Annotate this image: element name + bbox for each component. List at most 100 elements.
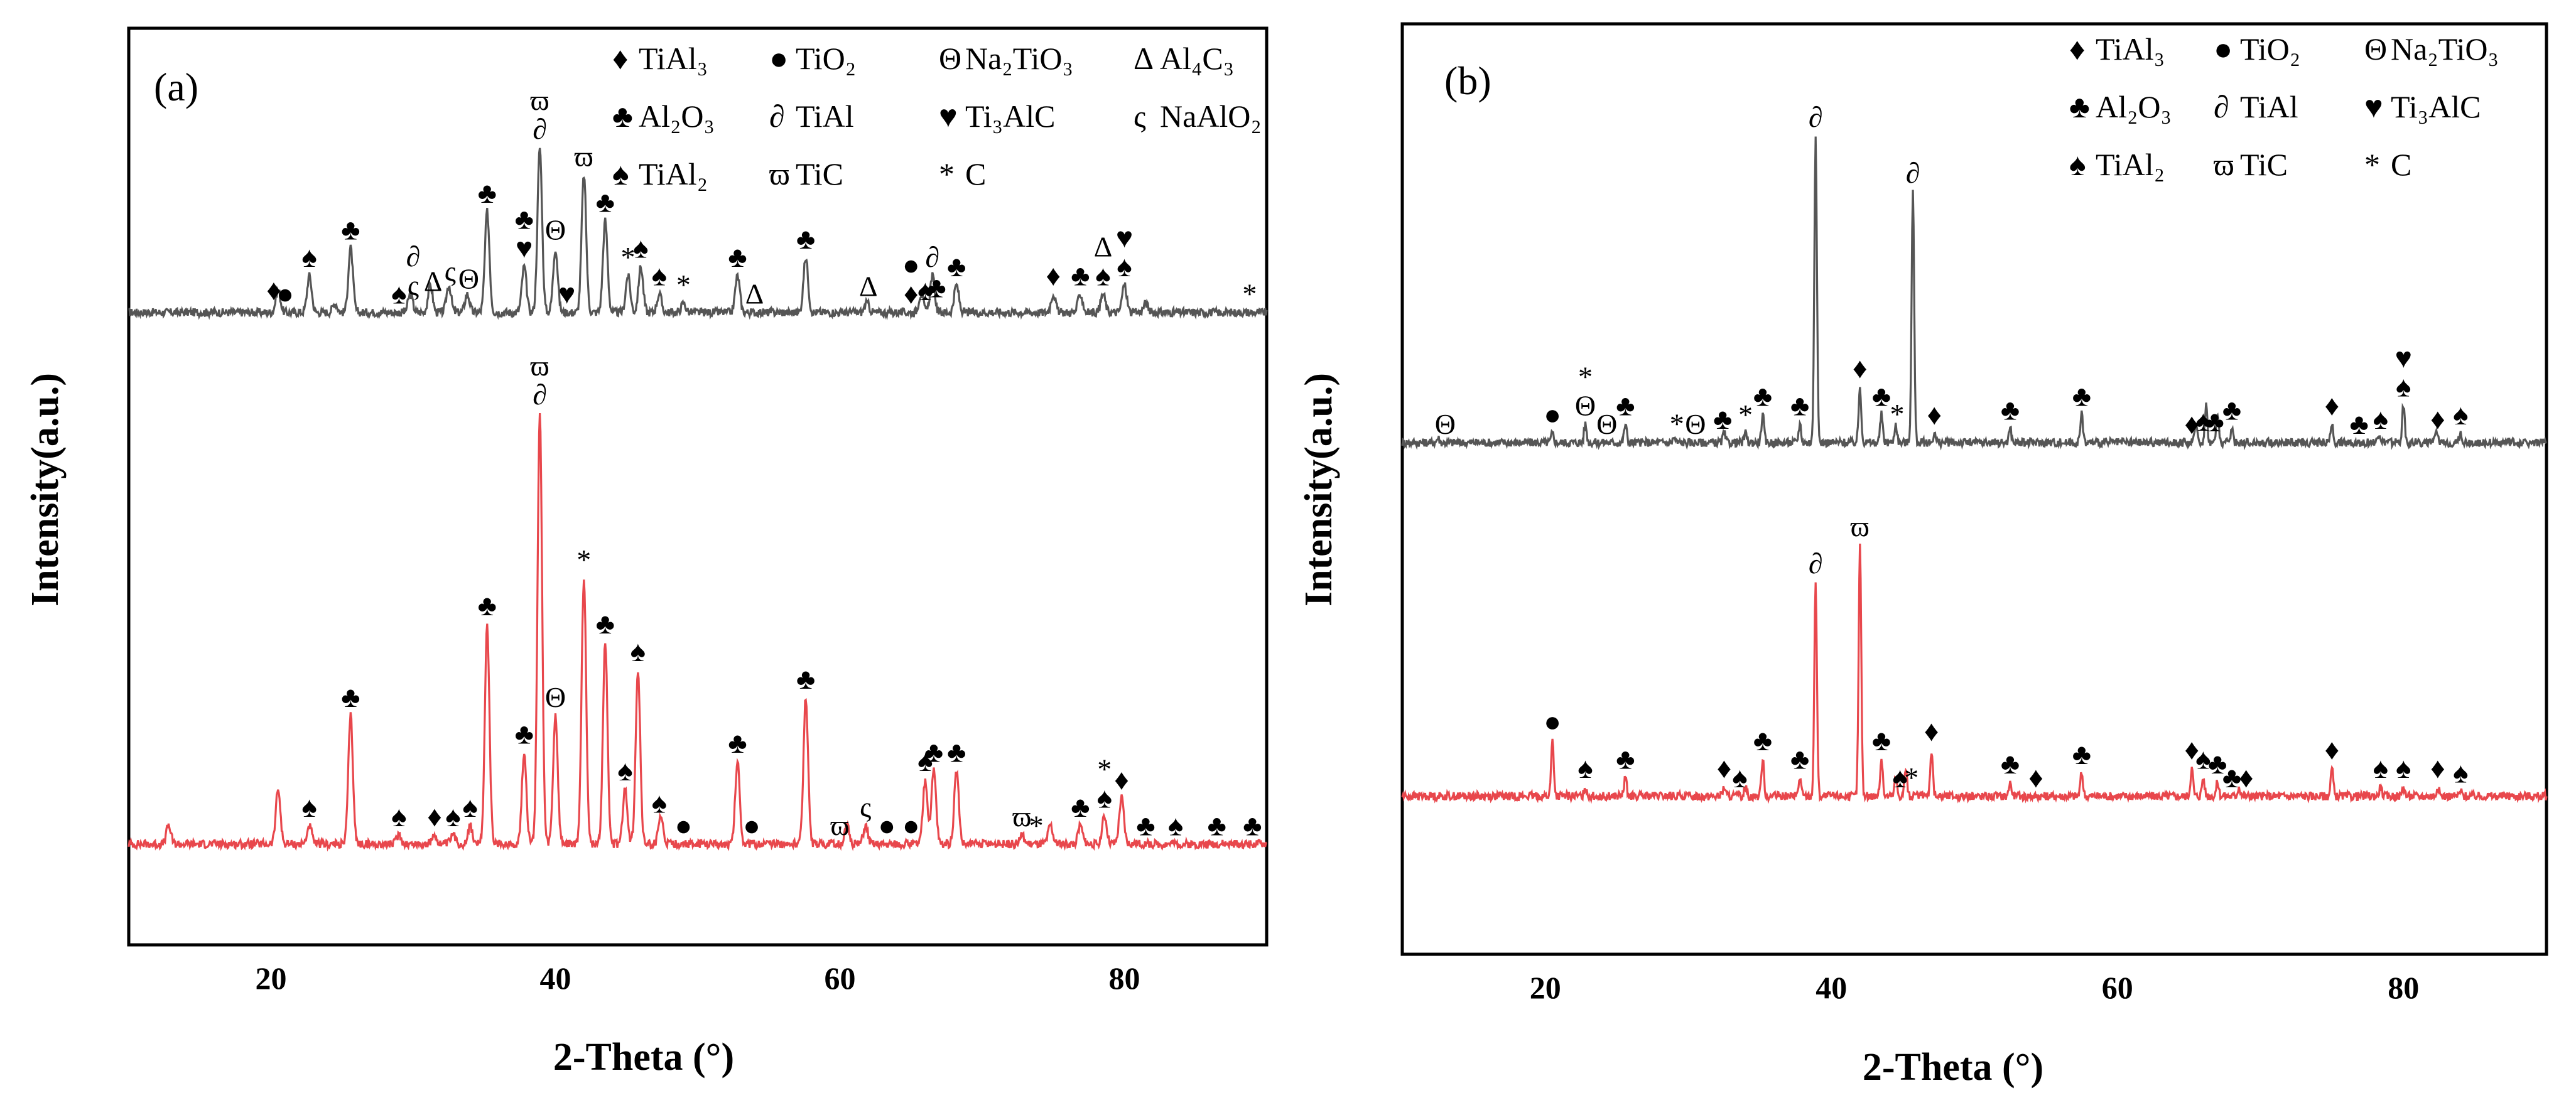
peak-marker: Θ [545,213,566,245]
legend-label: Al₂O₃ [2096,89,2172,124]
x-ticks-a: 20 40 60 80 [256,961,1140,996]
legend-symbol: * [2364,147,2380,182]
series-line-top [1401,136,2547,451]
peak-marker: ϖ [530,350,549,382]
peak-marker: * [1097,753,1112,785]
peak-marker: ● [1544,706,1561,738]
peak-marker: ♣ [1071,259,1090,291]
peak-marker: ♣ [1616,389,1635,421]
legend-label: Ti₃AlC [965,99,1055,134]
peak-marker: ♦ [2430,403,2445,435]
peak-marker: Θ [1435,408,1456,440]
legend-label: TiO₂ [796,41,856,76]
peak-marker: ♦ [2239,762,2253,794]
peak-marker: ♦ [1853,352,1867,384]
peak-marker: * [621,241,636,273]
series-line-bottom [127,413,1267,852]
peak-marker: ♦ [1046,259,1061,291]
x-tick-label: 60 [825,961,856,996]
series-line-bottom [1401,543,2548,804]
legend-symbol: ∂ [2214,89,2229,124]
peak-marker: * [1242,278,1257,310]
peak-marker: ● [276,277,294,310]
panel-label-a: (a) [154,65,198,109]
peak-marker: Θ [545,681,566,713]
peak-marker: ♠ [617,755,632,787]
legend-label: TiO₂ [2240,31,2300,67]
peak-marker: * [1738,399,1753,431]
peak-marker: ♠ [652,259,667,291]
peak-marker: Θ [1596,408,1617,440]
peak-marker: ♣ [2072,380,2091,412]
peak-marker: ● [1544,399,1561,431]
peak-marker: ∂ [1906,157,1920,189]
peak-marker: ♠ [391,278,406,310]
legend-label: C [965,156,986,191]
peak-marker: ∂ [925,241,939,273]
panel-label-b: (b) [1444,58,1491,103]
peak-marker: ♣ [1790,743,1809,775]
peak-marker: * [576,544,591,576]
peak-marker: ♣ [2350,408,2369,440]
x-tick-label: 80 [1109,961,1140,996]
peak-marker: ♣ [1872,380,1891,412]
legend-label: Na₂TiO₃ [2391,31,2499,67]
peak-marker: ♠ [633,232,648,264]
peak-marker: ● [674,809,692,841]
peak-marker: ς [445,256,456,288]
x-tick-label: 40 [540,961,571,996]
legend-symbol: ● [769,41,788,76]
legend-symbol: ♦ [612,41,629,76]
peak-marker: ♦ [2028,762,2043,794]
legend-symbol: ♣ [2069,89,2090,124]
peak-marker: ♠ [301,241,317,273]
legend-label: Al₂O₃ [639,99,715,134]
legend-symbol: Δ [1134,41,1154,76]
peak-marker: ♠ [1168,809,1183,841]
peak-marker: ♣ [947,250,966,283]
peak-marker: ♦ [266,274,281,306]
peak-marker: ♣ [2205,406,2224,438]
peak-marker: ♣ [2222,394,2241,426]
peak-marker: ς [408,269,419,301]
peak-marker: ♠ [301,791,317,823]
chart-panel-b: (b) Intensity(a.u.) 2-Theta (°) 20 40 60 80… [1297,22,2548,1089]
x-tick-label: 40 [1816,970,1847,1005]
peak-marker: ♣ [341,213,360,245]
peak-marker: ∂ [533,379,547,411]
series-line-top [128,148,1268,321]
peak-marker: ♣ [728,241,747,273]
peak-marker: ∂ [406,240,421,272]
legend-label: TiAl₃ [639,41,708,76]
legend-label: TiC [796,156,843,191]
plot-frame-a [127,26,1269,947]
peak-marker: Θ [1575,389,1596,421]
peak-marker: ♠ [1892,762,1907,794]
x-axis-title-a: 2-Theta (°) [553,1036,734,1079]
legend-symbol: ♥ [2364,89,2383,124]
peak-marker: ϖ [530,84,549,116]
x-tick-label: 20 [256,961,287,996]
peak-marker: ♣ [1616,743,1635,775]
chart-panel-a: (a) Intensity(a.u.) 2-Theta (°) 20 40 60 80… [24,26,1269,1079]
legend-symbol: ς [1134,99,1146,134]
peak-marker: ∂ [1809,547,1823,579]
peak-marker: ∂ [1809,101,1823,133]
peak-marker: ♣ [596,186,615,218]
peak-marker: * [1578,360,1593,392]
peak-marker: ♣ [796,223,815,255]
legend-symbol: ϖ [769,156,790,191]
peak-marker: ♣ [2001,748,2020,780]
peak-marker: ♦ [2430,752,2445,784]
peak-marker: ∂ [533,113,547,145]
peak-marker: ♠ [1095,259,1110,291]
peak-marker: ϖ [1012,800,1031,832]
peak-marker: ϖ [575,141,593,173]
peak-marker: ♥ [1116,222,1133,254]
peak-marker: * [1890,398,1905,430]
legend-symbol: ♣ [612,99,633,134]
peak-marker: ♥ [558,278,575,310]
peak-marker: ♠ [2396,371,2411,403]
x-ticks-b: 20 40 60 80 [1530,970,2420,1005]
